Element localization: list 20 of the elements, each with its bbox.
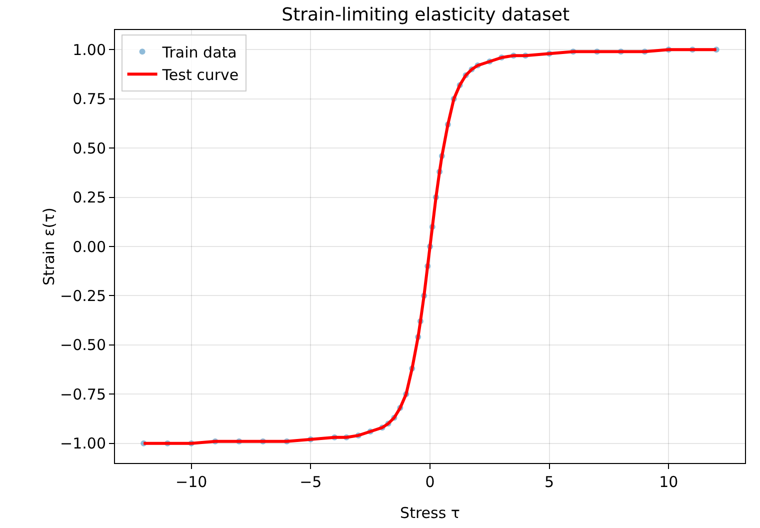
- chart-title: Strain-limiting elasticity dataset: [282, 4, 570, 26]
- y-tick-label: 0.25: [72, 188, 106, 207]
- x-tick-label: −5: [300, 473, 322, 491]
- legend-label: Test curve: [161, 66, 239, 84]
- y-tick-label: 1.00: [72, 40, 106, 59]
- x-tick-label: 10: [659, 473, 678, 491]
- y-tick-label: −0.50: [60, 336, 106, 354]
- line-series: [142, 48, 718, 445]
- x-tick-label: 0: [425, 473, 435, 491]
- y-tick-label: −0.25: [60, 286, 106, 305]
- legend-label: Train data: [161, 43, 237, 62]
- x-tick-label: 5: [544, 473, 554, 491]
- y-axis-title: Strain ε(τ): [40, 207, 58, 286]
- y-tick-label: −0.75: [60, 385, 106, 404]
- x-axis-title: Stress τ: [400, 504, 460, 522]
- y-tick-label: −1.00: [60, 434, 106, 453]
- x-tick-label: −10: [176, 473, 208, 491]
- y-tick-label: 0.00: [72, 238, 106, 256]
- y-tick-label: 0.50: [72, 139, 106, 158]
- y-tick-label: 0.75: [72, 90, 106, 108]
